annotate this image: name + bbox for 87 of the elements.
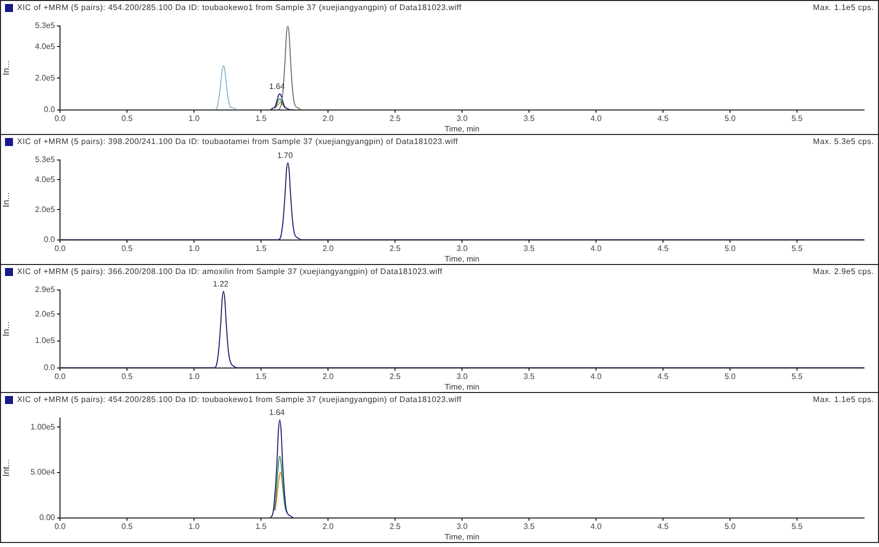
x-axis-title: Time, min <box>444 532 480 542</box>
chart-title: XIC of +MRM (5 pairs): 454.200/285.100 Da ID: toubaokewo1 from Sample 37 (xuejiangyangpin) of Data181023.wiff <box>17 395 462 404</box>
y-tick-label: 0.00 <box>39 513 56 522</box>
x-axis-title: Time, min <box>444 124 480 134</box>
x-tick-label: 4.0 <box>590 372 602 381</box>
y-tick-label: 2.0e5 <box>34 309 56 318</box>
x-tick-label: 4.0 <box>590 114 602 123</box>
x-tick-label: 4.0 <box>590 522 602 531</box>
chart-title: XIC of +MRM (5 pairs): 398.200/241.100 Da ID: toubaotamei from Sample 37 (xuejiangyangpin) of Data181023.wiff <box>17 137 458 146</box>
line-series <box>274 101 286 109</box>
y-axis-title: In... <box>0 192 11 208</box>
annotation: 1.22 <box>212 280 230 289</box>
x-tick-label: 4.5 <box>657 522 670 531</box>
x-tick-label: 5.5 <box>791 522 804 531</box>
x-tick-label: 0.0 <box>54 244 66 253</box>
x-tick-label: 1.0 <box>188 372 200 381</box>
y-tick-label: 1.00e5 <box>30 422 56 432</box>
y-axis-title: Int... <box>0 459 11 477</box>
x-tick-label: 0.5 <box>121 522 134 531</box>
x-tick-label: 1.0 <box>188 114 200 123</box>
y-tick-label: 0.0 <box>44 363 56 372</box>
line-series <box>270 419 294 518</box>
chart-subtitle: Max. 1.1e5 cps. <box>813 395 874 404</box>
line-series <box>274 98 287 109</box>
x-tick-label: 0.5 <box>121 114 134 123</box>
x-tick-label: 3.0 <box>456 114 468 123</box>
x-tick-label: 5.5 <box>791 114 804 123</box>
x-tick-label: 0.5 <box>121 372 134 381</box>
x-axis-title: Time, min <box>444 254 480 264</box>
x-tick-label: 5.0 <box>724 244 736 253</box>
x-tick-label: 0.0 <box>54 372 66 381</box>
x-tick-label: 2.5 <box>389 244 402 253</box>
line-series <box>274 456 287 513</box>
x-tick-label: 5.0 <box>724 114 736 123</box>
x-tick-label: 3.0 <box>456 372 468 381</box>
y-tick-label: 4.0e5 <box>34 174 56 184</box>
x-tick-label: 1.5 <box>255 114 268 123</box>
x-tick-label: 0.0 <box>54 522 66 531</box>
y-tick-label: 0.0 <box>44 235 56 244</box>
x-tick-label: 4.5 <box>657 372 670 381</box>
x-tick-label: 0.0 <box>54 114 66 123</box>
y-tick-label: 1.0e5 <box>34 336 56 346</box>
x-tick-label: 2.0 <box>322 522 334 531</box>
x-tick-label: 1.5 <box>255 522 268 531</box>
x-tick-label: 2.5 <box>389 522 402 531</box>
x-tick-label: 2.0 <box>322 372 334 381</box>
x-tick-label: 3.0 <box>456 522 468 531</box>
y-tick-label: 2.9e5 <box>34 285 56 294</box>
x-tick-label: 1.0 <box>188 244 200 253</box>
y-tick-label: 5.3e5 <box>34 155 56 164</box>
x-tick-label: 4.5 <box>657 114 670 123</box>
y-tick-label: 4.0e5 <box>34 42 56 51</box>
y-tick-label: 5.00e4 <box>30 468 56 477</box>
x-tick-label: 4.5 <box>657 244 670 253</box>
x-tick-label: 5.0 <box>724 372 736 381</box>
annotation: 1.64 <box>269 408 286 418</box>
y-tick-label: 2.0e5 <box>34 73 56 82</box>
y-axis-title: In... <box>0 321 11 336</box>
x-tick-label: 2.5 <box>389 372 402 381</box>
x-tick-label: 5.5 <box>791 372 804 381</box>
chart-subtitle: Max. 1.1e5 cps. <box>813 3 874 12</box>
x-tick-label: 3.5 <box>523 372 536 381</box>
x-tick-label: 3.5 <box>523 244 536 253</box>
x-tick-label: 2.5 <box>389 114 402 123</box>
x-tick-label: 2.0 <box>322 244 334 253</box>
chart-subtitle: Max. 5.3e5 cps. <box>813 137 874 146</box>
x-tick-label: 1.5 <box>255 372 268 381</box>
y-tick-label: 0.0 <box>44 105 56 114</box>
annotation: 1.70 <box>277 151 294 160</box>
chart-subtitle: Max. 2.9e5 cps. <box>813 267 874 276</box>
chart-title: XIC of +MRM (5 pairs): 454.200/285.100 Da ID: toubaokewo1 from Sample 37 (xuejiangyangpin) of Data181023.wiff <box>17 3 462 12</box>
x-tick-label: 1.5 <box>255 244 268 253</box>
x-tick-label: 4.0 <box>590 244 602 253</box>
x-tick-label: 5.5 <box>791 244 804 253</box>
x-axis-title: Time, min <box>444 382 480 392</box>
chart-title: XIC of +MRM (5 pairs): 366.200/208.100 Da ID: amoxilin from Sample 37 (xuejiangyangpin) of Data181023.wiff <box>17 267 442 276</box>
x-tick-label: 3.5 <box>523 522 536 531</box>
x-tick-label: 3.5 <box>523 114 536 123</box>
x-tick-label: 5.0 <box>724 522 736 531</box>
y-tick-label: 2.0e5 <box>34 204 56 214</box>
x-tick-label: 1.0 <box>188 522 200 531</box>
y-axis-title: In... <box>0 60 11 76</box>
x-tick-label: 0.5 <box>121 244 134 253</box>
x-tick-label: 2.0 <box>322 114 334 123</box>
x-tick-label: 3.0 <box>456 244 468 253</box>
line-series <box>214 65 238 110</box>
y-tick-label: 5.3e5 <box>34 21 56 30</box>
